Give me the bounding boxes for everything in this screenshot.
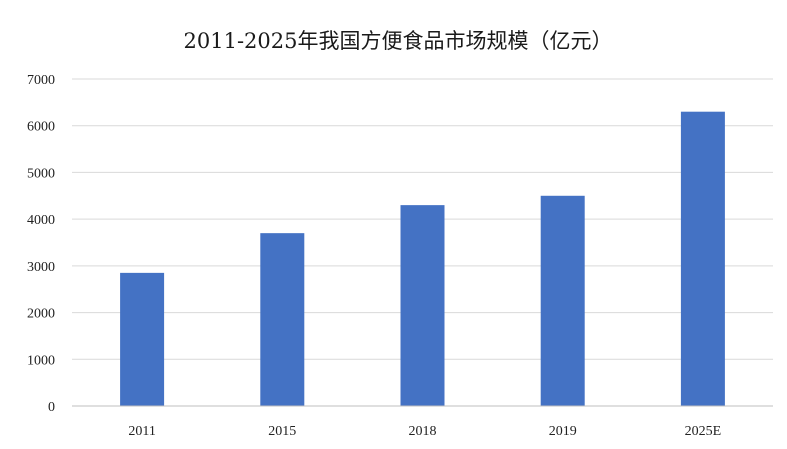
x-tick-label: 2011 <box>128 424 155 439</box>
x-tick-label: 2015 <box>268 424 296 439</box>
x-tick-label: 2018 <box>409 424 437 439</box>
y-tick-label: 2000 <box>27 307 55 322</box>
bar-2019 <box>540 195 585 406</box>
bars <box>120 111 725 406</box>
y-axis-ticks: 0 1000 2000 3000 4000 5000 6000 7000 <box>27 73 55 415</box>
bar-2015 <box>260 233 305 406</box>
y-tick-label: 3000 <box>27 260 55 275</box>
x-tick-label: 2019 <box>549 424 577 439</box>
x-axis-ticks: 2011 2015 2018 2019 2025E <box>128 424 721 439</box>
x-tick-label: 2025E <box>685 424 722 439</box>
bar-2018 <box>400 205 445 406</box>
y-tick-label: 5000 <box>27 166 55 181</box>
y-tick-label: 0 <box>48 400 55 415</box>
bar-2025E <box>680 111 725 406</box>
y-tick-label: 1000 <box>27 353 55 368</box>
chart-title: 2011-2025年我国方便食品市场规模（亿元） <box>184 29 613 53</box>
y-tick-label: 6000 <box>27 120 55 135</box>
bar-2011 <box>120 272 165 406</box>
y-tick-label: 4000 <box>27 213 55 228</box>
y-tick-label: 7000 <box>27 73 55 88</box>
